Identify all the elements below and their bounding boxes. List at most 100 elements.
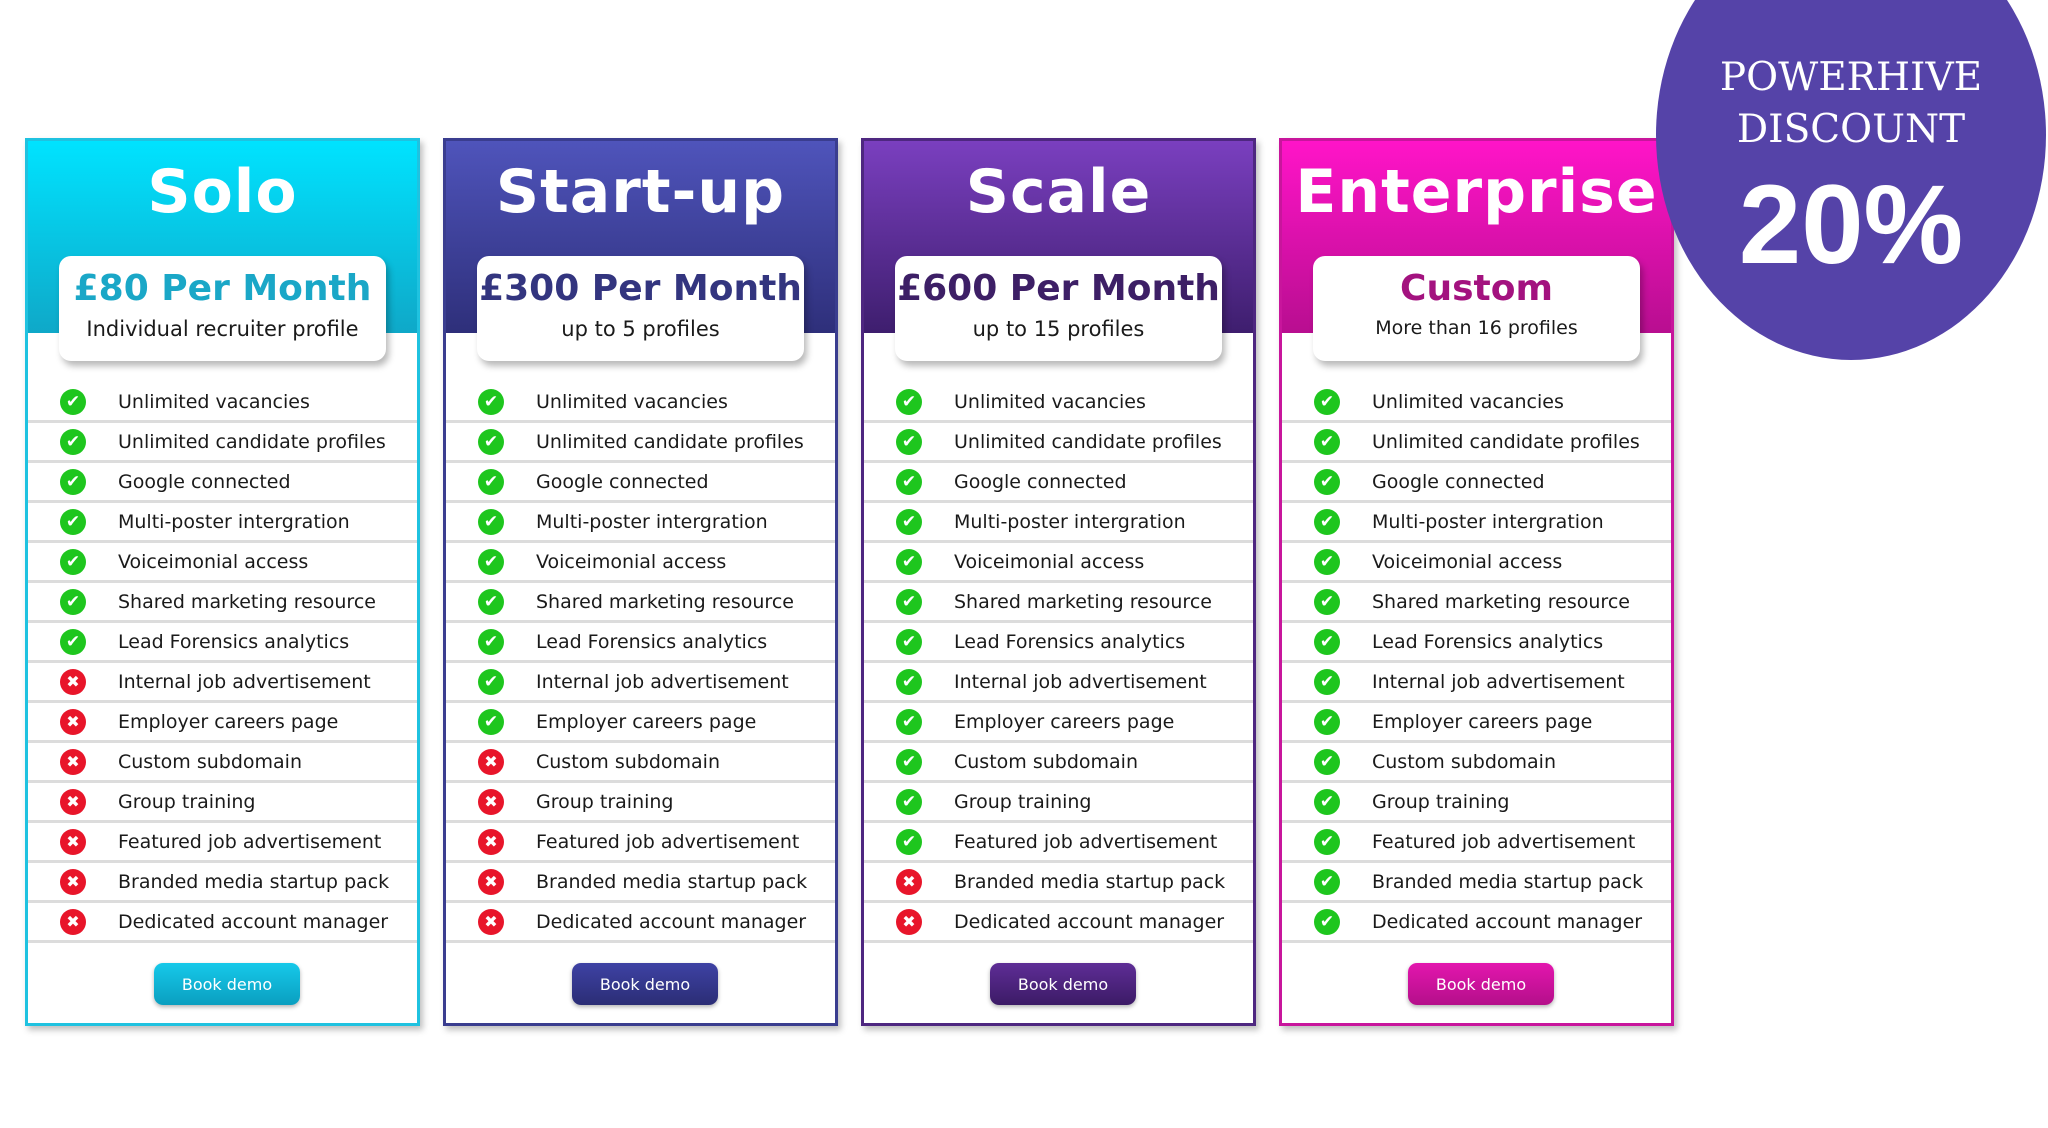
feature-row: ✔ Unlimited candidate profiles [446,423,835,463]
feature-row: ✔ Voiceimonial access [1282,543,1671,583]
feature-label: Unlimited vacancies [1372,391,1564,413]
feature-label: Lead Forensics analytics [536,631,768,653]
check-circle-icon: ✔ [896,389,922,415]
check-circle-icon: ✔ [478,589,504,615]
check-circle-icon: ✔ [60,389,86,415]
x-circle-icon: ✖ [478,789,504,815]
feature-label: Employer careers page [536,711,757,733]
book-demo-button[interactable]: Book demo [572,963,718,1005]
feature-label: Featured job advertisement [118,831,382,853]
plan-price: £600 Per Month [897,268,1220,309]
feature-row: ✖ Featured job advertisement [28,823,417,863]
book-demo-button[interactable]: Book demo [1408,963,1554,1005]
feature-label: Group training [118,791,256,813]
check-circle-icon: ✔ [1314,829,1340,855]
check-circle-icon: ✔ [478,509,504,535]
plan-title: Enterprise [1295,157,1658,227]
x-circle-icon: ✖ [60,669,86,695]
feature-row: ✔ Group training [864,783,1253,823]
feature-label: Branded media startup pack [536,871,808,893]
feature-row: ✔ Lead Forensics analytics [446,623,835,663]
feature-row: ✔ Unlimited vacancies [446,383,835,423]
feature-row: ✔ Google connected [1282,463,1671,503]
check-circle-icon: ✔ [60,509,86,535]
feature-row: ✖ Branded media startup pack [864,863,1253,903]
feature-label: Shared marketing resource [118,591,376,613]
feature-row: ✔ Unlimited candidate profiles [864,423,1253,463]
x-circle-icon: ✖ [60,909,86,935]
feature-label: Unlimited vacancies [118,391,310,413]
feature-row: ✖ Group training [446,783,835,823]
feature-label: Custom subdomain [536,751,720,773]
feature-row: ✔ Google connected [864,463,1253,503]
feature-label: Multi-poster intergration [536,511,768,533]
feature-list: ✔ Unlimited vacancies ✔ Unlimited candidate… [1282,383,1671,943]
check-circle-icon: ✔ [60,549,86,575]
feature-label: Voiceimonial access [536,551,727,573]
check-circle-icon: ✔ [60,589,86,615]
x-circle-icon: ✖ [478,829,504,855]
check-circle-icon: ✔ [478,469,504,495]
feature-list: ✔ Unlimited vacancies ✔ Unlimited candidate… [446,383,835,943]
book-demo-button[interactable]: Book demo [154,963,300,1005]
check-circle-icon: ✔ [896,629,922,655]
feature-row: ✔ Branded media startup pack [1282,863,1671,903]
check-circle-icon: ✔ [60,629,86,655]
x-circle-icon: ✖ [60,789,86,815]
check-circle-icon: ✔ [1314,709,1340,735]
feature-label: Custom subdomain [118,751,302,773]
check-circle-icon: ✔ [896,669,922,695]
feature-row: ✔ Multi-poster intergration [28,503,417,543]
feature-label: Dedicated account manager [118,911,389,933]
feature-row: ✔ Employer careers page [864,703,1253,743]
plan-card-solo: Solo £80 Per Month Individual recruiter pr… [25,138,420,1026]
price-box: £600 Per Month up to 15 profiles [895,256,1222,361]
feature-row: ✖ Branded media startup pack [446,863,835,903]
feature-row: ✔ Shared marketing resource [864,583,1253,623]
feature-label: Voiceimonial access [118,551,309,573]
feature-label: Unlimited candidate profiles [118,431,386,453]
feature-label: Dedicated account manager [1372,911,1643,933]
check-circle-icon: ✔ [896,469,922,495]
feature-label: Dedicated account manager [536,911,807,933]
check-circle-icon: ✔ [478,709,504,735]
feature-row: ✔ Lead Forensics analytics [28,623,417,663]
price-box: £300 Per Month up to 5 profiles [477,256,804,361]
x-circle-icon: ✖ [896,909,922,935]
feature-row: ✔ Voiceimonial access [28,543,417,583]
feature-label: Lead Forensics analytics [118,631,350,653]
feature-label: Featured job advertisement [536,831,800,853]
x-circle-icon: ✖ [60,869,86,895]
feature-label: Unlimited candidate profiles [1372,431,1640,453]
check-circle-icon: ✔ [896,549,922,575]
feature-row: ✔ Unlimited vacancies [864,383,1253,423]
plan-price: £80 Per Month [73,268,372,309]
feature-label: Employer careers page [954,711,1175,733]
feature-label: Custom subdomain [954,751,1138,773]
feature-row: ✔ Voiceimonial access [446,543,835,583]
plan-subtitle: Individual recruiter profile [86,317,359,341]
feature-row: ✔ Custom subdomain [864,743,1253,783]
book-demo-button[interactable]: Book demo [990,963,1136,1005]
feature-label: Internal job advertisement [118,671,371,693]
x-circle-icon: ✖ [60,709,86,735]
check-circle-icon: ✔ [1314,389,1340,415]
x-circle-icon: ✖ [896,869,922,895]
feature-label: Unlimited vacancies [954,391,1146,413]
feature-row: ✖ Featured job advertisement [446,823,835,863]
plan-card-enterprise: Enterprise Custom More than 16 profiles ✔ Un… [1279,138,1674,1026]
feature-row: ✔ Shared marketing resource [1282,583,1671,623]
feature-label: Featured job advertisement [954,831,1218,853]
plan-subtitle: More than 16 profiles [1375,317,1578,339]
feature-label: Branded media startup pack [954,871,1226,893]
feature-row: ✔ Unlimited candidate profiles [28,423,417,463]
feature-label: Voiceimonial access [1372,551,1563,573]
check-circle-icon: ✔ [1314,629,1340,655]
check-circle-icon: ✔ [1314,789,1340,815]
check-circle-icon: ✔ [1314,509,1340,535]
feature-label: Group training [1372,791,1510,813]
feature-row: ✖ Branded media startup pack [28,863,417,903]
feature-label: Featured job advertisement [1372,831,1636,853]
discount-badge-text: POWERHIVE DISCOUNT [1656,52,2046,156]
